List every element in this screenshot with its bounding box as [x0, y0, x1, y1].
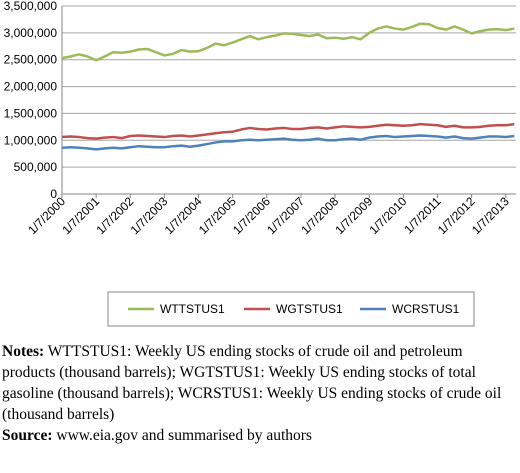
y-tick-label: 2,500,000 — [4, 53, 58, 67]
source-para: Source: www.eia.gov and summarised by au… — [2, 425, 516, 446]
x-tick-label: 1/7/2013 — [469, 194, 512, 237]
notes-label: Notes: — [2, 343, 45, 360]
notes: Notes: WTTSTUS1: Weekly US ending stocks… — [2, 341, 516, 446]
y-tick-label: 3,500,000 — [4, 0, 58, 13]
y-tick-label: 1,000,000 — [4, 133, 58, 147]
y-tick-label: 500,000 — [14, 160, 58, 174]
legend-label: WTTSTUS1 — [160, 302, 225, 316]
series-line — [61, 134, 515, 151]
x-tick-label: 1/7/2010 — [367, 194, 410, 237]
chart: 0 500,000 1,000,000 1,500,000 2,000,000 2,500… — [4, 0, 516, 327]
y-tick-label: 3,000,000 — [4, 26, 58, 40]
y-tick-label: 2,000,000 — [4, 80, 58, 94]
source-label: Source: — [2, 427, 53, 444]
plot-area — [62, 6, 516, 194]
y-tick-label: 1,500,000 — [4, 106, 58, 120]
legend-label: WGTSTUS1 — [276, 302, 343, 316]
notes-text: WTTSTUS1: Weekly US ending stocks of cru… — [2, 343, 502, 423]
series-line — [61, 22, 515, 62]
notes-para: Notes: WTTSTUS1: Weekly US ending stocks… — [2, 341, 516, 425]
y-tick-label: 0 — [50, 187, 57, 201]
series-line — [61, 122, 515, 140]
source-text: www.eia.gov and summarised by authors — [56, 427, 312, 444]
legend-label: WCRSTUS1 — [392, 302, 460, 316]
legend-box — [107, 291, 475, 327]
